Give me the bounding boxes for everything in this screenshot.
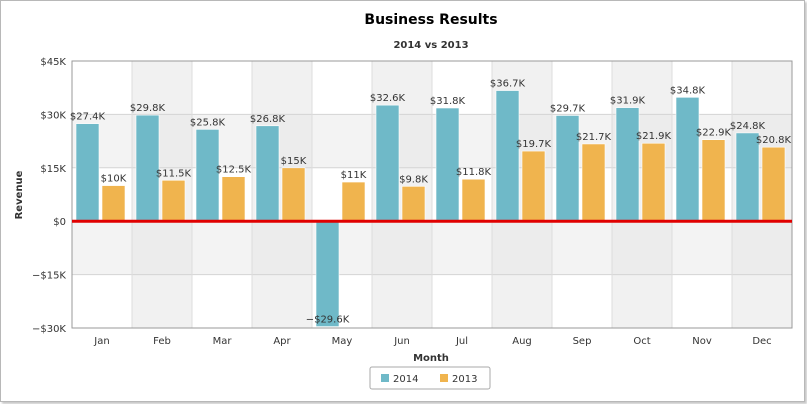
data-labels: $27.4K $29.8K $25.8K $26.8K −$29.6K $32.6K $31… [70, 79, 792, 326]
data-label-2014-Oct: $31.9K [610, 96, 646, 107]
data-label-2014-May: −$29.6K [306, 315, 350, 326]
x-tick-label: Mar [213, 336, 233, 347]
data-label-2013-Aug: $19.7K [516, 139, 552, 150]
bar-2013-Jan [101, 185, 126, 222]
data-label-2013-Dec: $20.8K [756, 135, 792, 146]
x-tick-label: Aug [512, 336, 532, 347]
legend-swatch-2014 [381, 374, 389, 382]
y-axis-ticks: $45K $30K $15K $0 −$15K −$30K [32, 57, 66, 335]
data-label-2014-Jun: $32.6K [370, 93, 406, 104]
legend-item-2014[interactable]: 2014 [381, 374, 418, 385]
x-tick-label: Jun [393, 336, 410, 347]
x-tick-label: Dec [752, 336, 771, 347]
legend-label-2013: 2013 [452, 374, 477, 385]
x-tick-label: May [332, 336, 353, 347]
legend-item-2013[interactable]: 2013 [440, 374, 477, 385]
data-label-2014-Sep: $29.7K [550, 103, 586, 114]
data-label-2013-Nov: $22.9K [696, 128, 732, 139]
bar-2013-Nov [701, 139, 726, 222]
data-label-2013-Feb: $11.5K [156, 168, 192, 179]
x-axis-ticks: Jan Feb Mar Apr May Jun Jul Aug Sep Oct Nov Dec [93, 336, 771, 347]
legend-box [369, 366, 491, 390]
bar-2013-Aug [521, 150, 546, 222]
data-label-2013-Jan: $10K [101, 174, 127, 185]
bar-2013-May [341, 181, 366, 222]
plot-border [71, 60, 793, 329]
bar-2013-Dec [761, 146, 786, 222]
bar-2013-Jun [401, 186, 426, 222]
bar-2014-Apr [255, 125, 280, 222]
x-tick-label: Apr [273, 336, 291, 347]
y-tick-label: $0 [53, 217, 66, 228]
bar-2014-Oct [615, 107, 640, 222]
x-tick-label: Nov [692, 336, 712, 347]
data-label-2014-Mar: $25.8K [190, 117, 226, 128]
data-label-2013-May: $11K [341, 170, 367, 181]
bar-2013-Mar [221, 176, 246, 222]
legend-swatch-2013 [440, 374, 448, 382]
bar-2013-Oct [641, 142, 666, 222]
chart-title: Business Results [364, 12, 497, 28]
y-tick-label: −$15K [32, 271, 66, 282]
data-label-2013-Jul: $11.8K [456, 167, 492, 178]
x-tick-label: Oct [633, 336, 650, 347]
data-label-2014-Aug: $36.7K [490, 79, 526, 90]
bar-2013-Sep [581, 143, 606, 222]
data-label-2013-Jun: $9.8K [399, 174, 428, 185]
y-tick-label: $15K [40, 164, 66, 175]
x-tick-label: Feb [153, 336, 171, 347]
data-label-2013-Sep: $21.7K [576, 132, 612, 143]
bar-2013-Apr [281, 167, 306, 222]
data-label-2014-Nov: $34.8K [670, 85, 706, 96]
data-label-2014-Apr: $26.8K [250, 114, 286, 125]
bars [75, 90, 786, 327]
bar-2014-Aug [495, 90, 520, 222]
data-label-2013-Mar: $12.5K [216, 165, 252, 176]
chart-subtitle: 2014 vs 2013 [393, 40, 468, 51]
bar-2013-Jul [461, 178, 486, 222]
y-tick-label: −$30K [32, 324, 66, 335]
data-label-2014-Dec: $24.8K [730, 121, 766, 132]
x-tick-label: Sep [573, 336, 592, 347]
bar-2014-Nov [675, 97, 700, 222]
data-label-2014-Feb: $29.8K [130, 103, 166, 114]
x-tick-label: Jan [93, 336, 109, 347]
y-tick-label: $30K [40, 110, 66, 121]
legend: 2014 2013 [369, 366, 491, 390]
legend-label-2014: 2014 [393, 374, 418, 385]
data-label-2014-Jul: $31.8K [430, 96, 466, 107]
data-label-2013-Apr: $15K [281, 156, 307, 167]
bar-2014-Jun [375, 104, 400, 222]
bar-2014-May [315, 220, 340, 327]
data-label-2013-Oct: $21.9K [636, 131, 672, 142]
data-label-2014-Jan: $27.4K [70, 112, 106, 123]
y-axis-label: Revenue [14, 170, 25, 219]
bar-2014-Jul [435, 107, 460, 222]
bar-2013-Feb [161, 179, 186, 222]
y-tick-label: $45K [40, 57, 66, 68]
bar-2014-Jan [75, 123, 100, 222]
x-tick-label: Jul [455, 336, 468, 347]
x-axis-label: Month [413, 353, 449, 364]
